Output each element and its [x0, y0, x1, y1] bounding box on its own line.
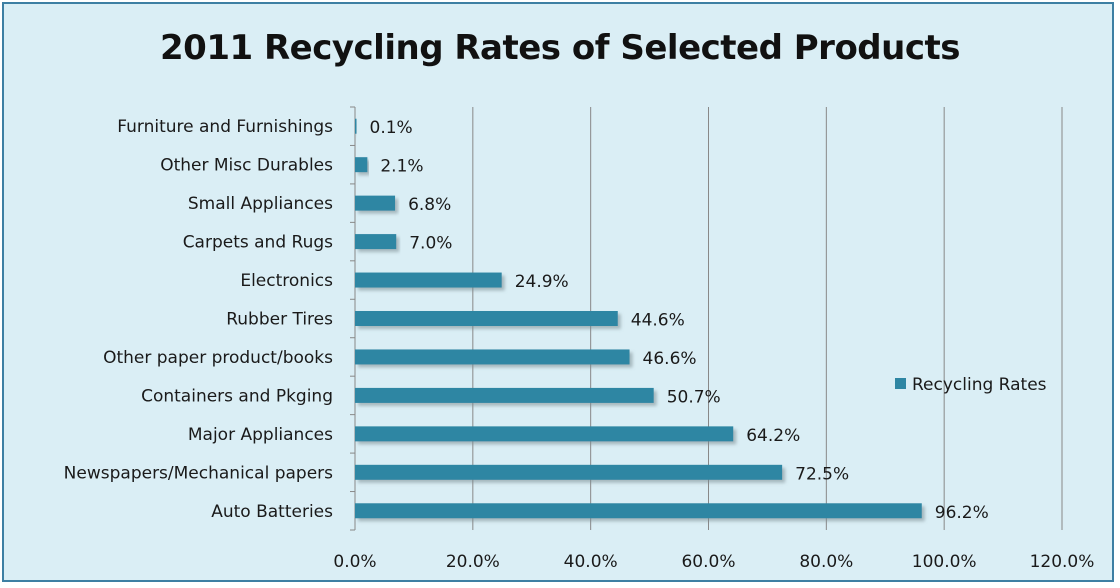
category-label: Small Appliances	[188, 194, 333, 214]
data-label: 96.2%	[935, 503, 989, 523]
bar	[355, 234, 397, 250]
category-label: Furniture and Furnishings	[117, 117, 333, 137]
bar	[355, 349, 630, 365]
category-label: Electronics	[240, 271, 333, 291]
bar	[355, 118, 357, 134]
x-tick-label: 100.0%	[912, 552, 977, 572]
bar	[355, 464, 783, 480]
category-label: Carpets and Rugs	[183, 233, 333, 253]
x-tick-label: 20.0%	[446, 552, 500, 572]
x-tick-label: 120.0%	[1030, 552, 1095, 572]
legend-label: Recycling Rates	[912, 375, 1047, 395]
bar	[355, 272, 502, 288]
chart-title: 2011 Recycling Rates of Selected Product…	[160, 28, 961, 68]
x-tick-label: 0.0%	[333, 552, 376, 572]
bar	[355, 311, 618, 326]
chart-frame	[2, 2, 1114, 582]
legend-swatch	[895, 378, 906, 389]
bar	[355, 387, 654, 403]
category-label: Newspapers/Mechanical papers	[64, 463, 333, 483]
bar	[355, 157, 368, 173]
data-label: 24.9%	[515, 272, 569, 292]
category-label: Auto Batteries	[211, 502, 333, 522]
data-label: 7.0%	[409, 234, 452, 254]
data-label: 50.7%	[667, 387, 721, 407]
bar	[355, 195, 396, 211]
bar	[355, 426, 734, 442]
data-label: 72.5%	[795, 464, 849, 484]
data-label: 46.6%	[643, 349, 697, 369]
data-label: 6.8%	[408, 195, 451, 215]
data-label: 2.1%	[380, 157, 423, 177]
data-label: 0.1%	[370, 118, 413, 138]
category-label: Other Misc Durables	[160, 156, 333, 176]
category-label: Containers and Pkging	[141, 386, 333, 406]
x-tick-label: 80.0%	[799, 552, 853, 572]
category-label: Major Appliances	[188, 425, 333, 445]
data-label: 44.6%	[631, 311, 685, 331]
category-label: Other paper product/books	[103, 348, 333, 368]
x-tick-label: 60.0%	[681, 552, 735, 572]
data-label: 64.2%	[746, 426, 800, 446]
bar	[355, 503, 922, 519]
category-label: Rubber Tires	[226, 310, 333, 330]
x-tick-label: 40.0%	[564, 552, 618, 572]
